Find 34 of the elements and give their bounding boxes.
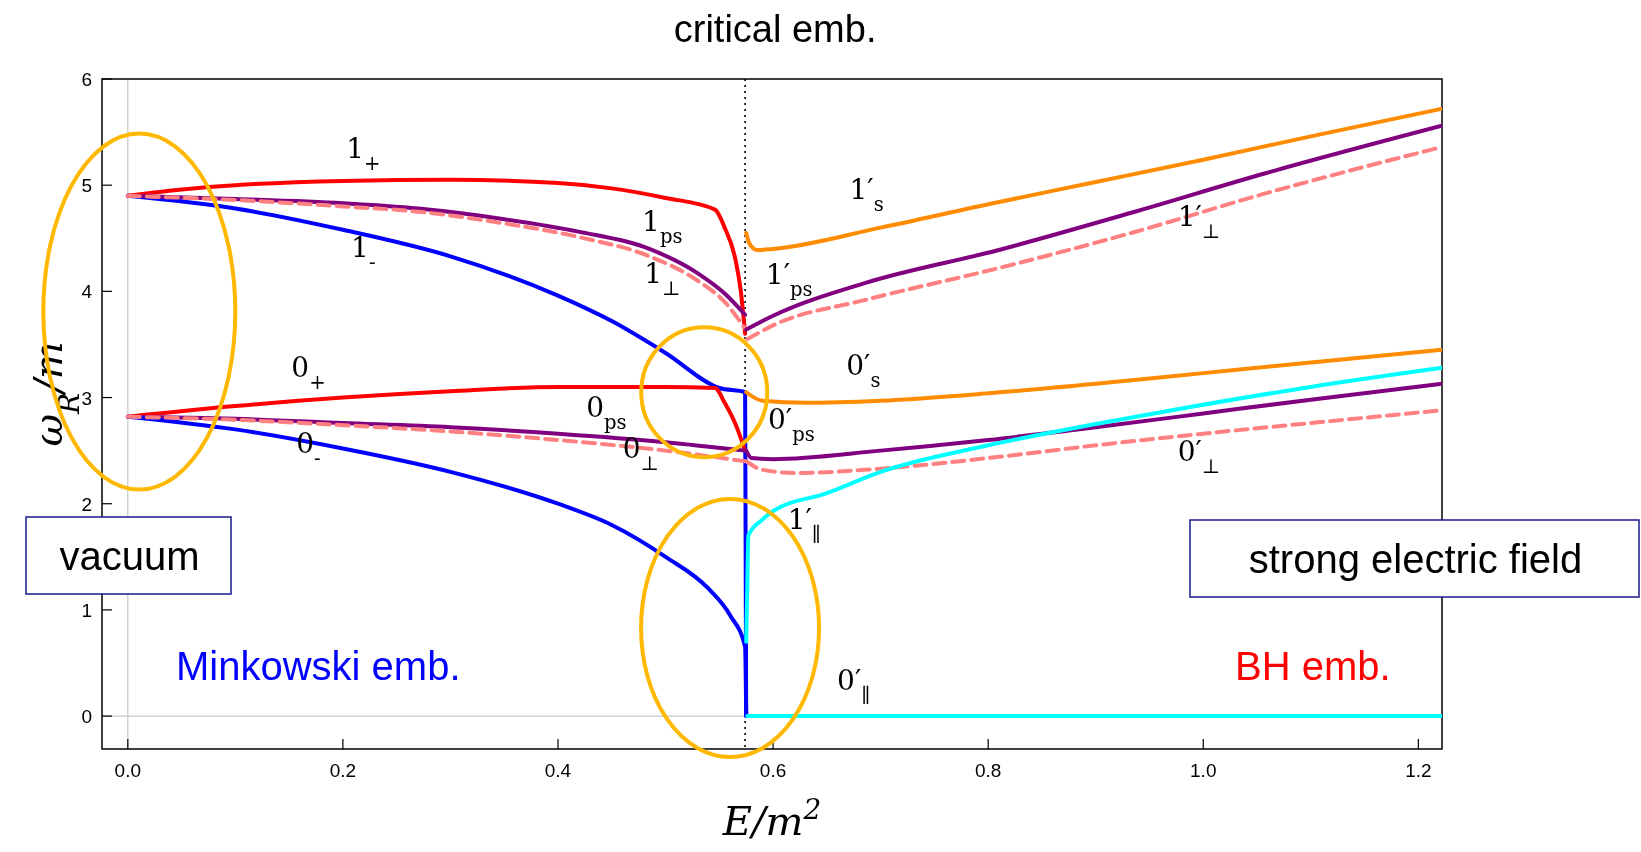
series-label: 0$_{ps}$ — [586, 390, 627, 434]
series-label: 1′$_{∥}$ — [787, 503, 821, 546]
x-tick-label: 1.2 — [1405, 760, 1432, 781]
series-label: 1$_{-}$ — [351, 231, 376, 274]
y-tick-label: 5 — [81, 175, 92, 197]
y-tick-label: 2 — [81, 493, 92, 515]
series-label: 0$_{+}$ — [291, 351, 326, 394]
series-label: 0′$_{s}$ — [846, 349, 881, 392]
x-tick-label: 0.2 — [329, 760, 357, 781]
x-axis-title: E/m$^{2}$ — [721, 792, 822, 844]
annotation: strong electric field — [1248, 536, 1583, 581]
series-label: 1′$_{ps}$ — [765, 257, 813, 301]
y-tick-label: 4 — [81, 281, 93, 303]
y-tick-label: 0 — [81, 706, 92, 728]
series-label: 1$_{ps}$ — [642, 204, 683, 248]
series-label: 0′$_{∥}$ — [837, 663, 871, 707]
series-label: 0′$_{ps}$ — [767, 403, 815, 446]
annotation: Minkowski emb. — [176, 644, 461, 688]
x-tick-label: 0.8 — [974, 760, 1002, 781]
x-tick-label: 1.0 — [1190, 760, 1217, 781]
y-tick-label: 1 — [81, 599, 92, 621]
annotation: vacuum — [59, 533, 200, 578]
x-tick-label: 0.0 — [114, 760, 142, 781]
annotation: BH emb. — [1235, 644, 1391, 688]
series-label: 1′$_{s}$ — [849, 172, 884, 216]
series-label: 0$_{⊥}$ — [622, 432, 659, 475]
x-tick-label: 0.6 — [759, 760, 787, 781]
series-label: 1$_{+}$ — [346, 131, 381, 175]
series-label: 1′$_{⊥}$ — [1177, 199, 1221, 243]
y-tick-label: 6 — [81, 69, 92, 90]
series-label: 0′$_{⊥}$ — [1177, 435, 1221, 478]
series-label: 1$_{⊥}$ — [644, 256, 681, 300]
x-tick-label: 0.4 — [544, 760, 572, 781]
ref-line-label: critical emb. — [673, 8, 877, 50]
